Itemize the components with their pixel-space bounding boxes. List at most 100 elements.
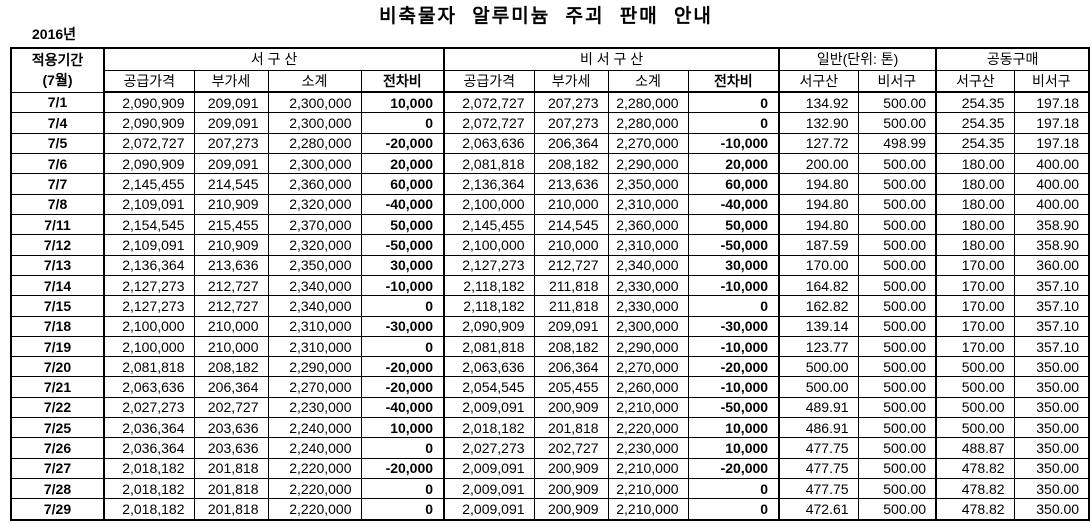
west-day-change-cell: -50,000 <box>360 234 446 256</box>
west-day-change-cell: 0 <box>360 112 446 134</box>
nonwest-vat-cell: 200,909 <box>533 457 609 480</box>
general-west-qty-cell: 489.91 <box>778 396 859 419</box>
west-supply-price-cell: 2,127,273 <box>103 274 195 297</box>
joint-west-qty-cell: 254.35 <box>935 132 1015 155</box>
nonwest-subtotal-cell: 2,310,000 <box>607 234 689 256</box>
west-supply-price-cell: 2,090,909 <box>103 112 195 134</box>
west-vat-cell: 210,000 <box>193 335 269 358</box>
joint-west-qty-cell: 478.82 <box>935 498 1015 521</box>
joint-west-qty-cell: 170.00 <box>935 295 1015 317</box>
nonwest-subtotal-cell: 2,270,000 <box>607 132 689 155</box>
west-day-change-cell: 30,000 <box>360 254 446 276</box>
date-cell: 7/21 <box>10 376 105 398</box>
general-nonwest-qty-cell: 500.00 <box>857 274 938 297</box>
west-supply-price-cell: 2,100,000 <box>103 335 195 358</box>
general-group-header: 일반(단위: 톤) <box>778 47 938 71</box>
general-west-qty-cell: 170.00 <box>778 254 859 276</box>
nonwest-vat-cell: 210,000 <box>533 193 609 215</box>
nonwest-day-change-cell: 0 <box>687 112 781 134</box>
nonwest-supply-price-cell: 2,136,364 <box>443 173 535 195</box>
general-nonwest-qty-cell: 500.00 <box>857 335 938 358</box>
nonwest-vat-cell: 214,545 <box>533 213 609 236</box>
nonwest-subtotal-cell: 2,260,000 <box>607 376 689 398</box>
date-cell: 7/14 <box>10 274 105 297</box>
nonwest-supply-price-cell: 2,100,000 <box>443 234 535 256</box>
nonwest-day-change-cell: 10,000 <box>687 437 781 459</box>
west-day-change-cell: -10,000 <box>360 274 446 297</box>
general-nonwest-qty-cell: 498.99 <box>857 132 938 155</box>
nonwest-subtotal-cell: 2,290,000 <box>607 153 689 175</box>
nonwest-supply-price-cell: 2,009,091 <box>443 396 535 419</box>
west-day-change-cell: 0 <box>360 498 446 521</box>
nonwest-vat-cell: 211,818 <box>533 295 609 317</box>
west-subtotal-cell: 2,310,000 <box>267 315 362 337</box>
nonwest-subtotal-cell: 2,230,000 <box>607 437 689 459</box>
general-west-qty-cell: 134.92 <box>778 91 859 114</box>
west-vat-cell: 206,364 <box>193 376 269 398</box>
joint-west-header: 서구산 <box>935 69 1015 93</box>
west-vat-cell: 210,909 <box>193 193 269 215</box>
nonwest-vat-cell: 208,182 <box>533 153 609 175</box>
table-subheader-row: 공급가격 부가세 소계 전차비 공급가격 부가세 소계 전차비 서구산 비서구 … <box>11 69 1090 93</box>
west-supply-price-cell: 2,136,364 <box>103 254 195 276</box>
nonwest-vat-cell: 211,818 <box>533 274 609 297</box>
table-row: 7/18 2,100,000 210,000 2,310,000 -30,000 2,09… <box>10 315 1090 337</box>
west-subtotal-cell: 2,220,000 <box>267 498 362 521</box>
nonwest-vat-cell: 213,636 <box>533 173 609 195</box>
nonwest-supply-price-cell: 2,081,818 <box>443 153 535 175</box>
general-nonwest-qty-cell: 500.00 <box>857 498 938 521</box>
table-row: 7/26 2,036,364 203,636 2,240,000 0 2,027,273 2… <box>10 437 1090 459</box>
joint-nonwest-header: 비서구 <box>1013 69 1090 93</box>
west-subtotal-cell: 2,300,000 <box>267 91 362 114</box>
date-cell: 7/11 <box>10 213 105 236</box>
west-vat-cell: 202,727 <box>193 396 269 419</box>
joint-nonwest-qty-cell: 350.00 <box>1013 498 1090 521</box>
west-supply-price-cell: 2,018,182 <box>103 457 195 480</box>
nonwest-vat-cell: 206,364 <box>533 356 609 378</box>
nonwest-supply-price-cell: 2,027,273 <box>443 437 535 459</box>
general-west-qty-cell: 194.80 <box>778 173 859 195</box>
west-vat-cell: 214,545 <box>193 173 269 195</box>
date-cell: 7/26 <box>10 437 105 459</box>
joint-nonwest-qty-cell: 197.18 <box>1013 112 1090 134</box>
west-subtotal-cell: 2,280,000 <box>267 132 362 155</box>
west-day-change-cell: 20,000 <box>360 153 446 175</box>
date-cell: 7/18 <box>10 315 105 337</box>
west-subtotal-cell: 2,220,000 <box>267 478 362 500</box>
nonwest-supply-price-cell: 2,009,091 <box>443 478 535 500</box>
west-day-change-cell: -40,000 <box>360 193 446 215</box>
table-row: 7/12 2,109,091 210,909 2,320,000 -50,000 2,10… <box>10 234 1090 256</box>
general-nonwest-qty-cell: 500.00 <box>857 112 938 134</box>
west-subtotal-cell: 2,290,000 <box>267 356 362 378</box>
west-vat-cell: 212,727 <box>193 295 269 317</box>
nonwest-supply-price-cell: 2,127,273 <box>443 254 535 276</box>
west-day-change-cell: -20,000 <box>360 132 446 155</box>
date-cell: 7/15 <box>10 295 105 317</box>
nonwest-vat-cell: 200,909 <box>533 396 609 419</box>
nonwest-subtotal-header: 소계 <box>607 69 689 93</box>
west-subtotal-cell: 2,300,000 <box>267 112 362 134</box>
nonwest-day-change-cell: -10,000 <box>687 376 781 398</box>
nonwest-vat-cell: 201,818 <box>533 417 609 439</box>
joint-west-qty-cell: 500.00 <box>935 356 1015 378</box>
joint-purchase-group-header: 공동구매 <box>935 47 1090 71</box>
general-nonwest-qty-cell: 500.00 <box>857 437 938 459</box>
joint-west-qty-cell: 254.35 <box>935 91 1015 114</box>
joint-nonwest-qty-cell: 350.00 <box>1013 437 1090 459</box>
west-vat-cell: 210,000 <box>193 315 269 337</box>
general-nonwest-qty-cell: 500.00 <box>857 173 938 195</box>
nonwest-day-change-cell: -50,000 <box>687 234 781 256</box>
west-subtotal-cell: 2,370,000 <box>267 213 362 236</box>
joint-west-qty-cell: 170.00 <box>935 315 1015 337</box>
nonwest-day-change-cell: -40,000 <box>687 193 781 215</box>
nonwest-day-change-cell: 20,000 <box>687 153 781 175</box>
general-nonwest-qty-cell: 500.00 <box>857 396 938 419</box>
west-vat-cell: 201,818 <box>193 478 269 500</box>
joint-nonwest-qty-cell: 350.00 <box>1013 417 1090 439</box>
nonwest-subtotal-cell: 2,220,000 <box>607 417 689 439</box>
west-supply-price-cell: 2,090,909 <box>103 91 195 114</box>
west-supply-price-cell: 2,072,727 <box>103 132 195 155</box>
table-group-header-row: 적용기간 (7월) 서 구 산 비 서 구 산 일반(단위: 톤) 공동구매 <box>10 47 1090 93</box>
nonwest-day-change-cell: 0 <box>687 478 781 500</box>
nonwest-vat-cell: 207,273 <box>533 91 609 114</box>
